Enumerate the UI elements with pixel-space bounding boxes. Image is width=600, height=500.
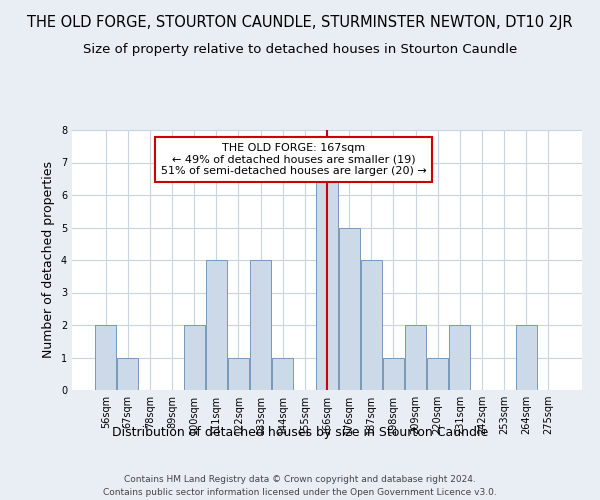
Bar [272,358,293,390]
Bar [250,260,271,390]
Bar [206,260,227,390]
Bar [449,325,470,390]
Bar [427,358,448,390]
Bar [515,325,536,390]
Bar [405,325,426,390]
Bar [95,325,116,390]
Text: Size of property relative to detached houses in Stourton Caundle: Size of property relative to detached ho… [83,42,517,56]
Text: Contains public sector information licensed under the Open Government Licence v3: Contains public sector information licen… [103,488,497,497]
Y-axis label: Number of detached properties: Number of detached properties [43,162,55,358]
Bar [316,162,338,390]
Text: THE OLD FORGE, STOURTON CAUNDLE, STURMINSTER NEWTON, DT10 2JR: THE OLD FORGE, STOURTON CAUNDLE, STURMIN… [27,15,573,30]
Text: THE OLD FORGE: 167sqm
← 49% of detached houses are smaller (19)
51% of semi-deta: THE OLD FORGE: 167sqm ← 49% of detached … [161,143,427,176]
Bar [383,358,404,390]
Text: Contains HM Land Registry data © Crown copyright and database right 2024.: Contains HM Land Registry data © Crown c… [124,476,476,484]
Bar [228,358,249,390]
Bar [338,228,359,390]
Text: Distribution of detached houses by size in Stourton Caundle: Distribution of detached houses by size … [112,426,488,439]
Bar [361,260,382,390]
Bar [184,325,205,390]
Bar [118,358,139,390]
